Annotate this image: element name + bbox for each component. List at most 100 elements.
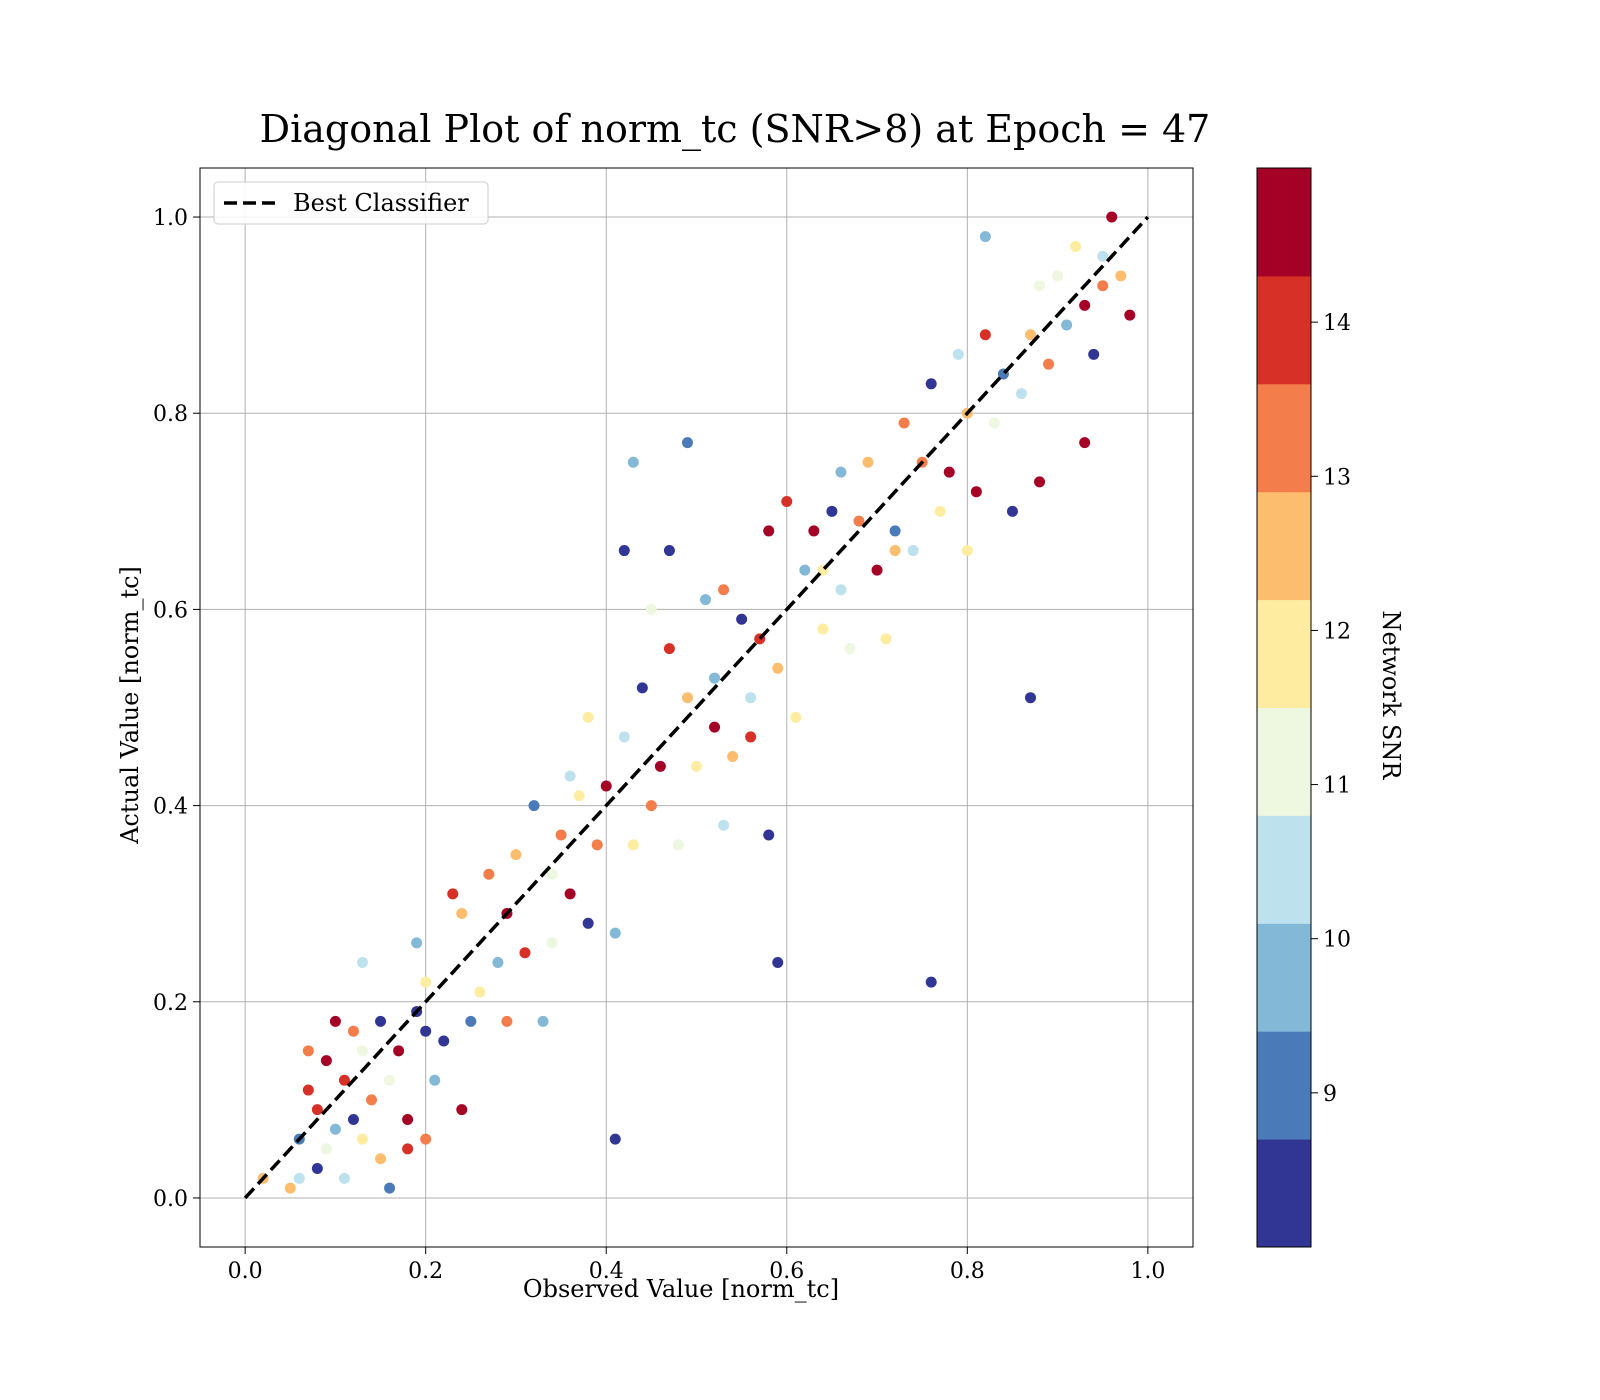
- scatter-point: [627, 839, 639, 851]
- scatter-point: [727, 751, 739, 763]
- scatter-point: [709, 672, 721, 684]
- best-classifier-line: [243, 215, 1150, 1200]
- y-tick-label: 0.6: [153, 598, 188, 623]
- scatter-point: [772, 957, 784, 969]
- scatter-point: [338, 1074, 350, 1086]
- scatter-point: [781, 496, 793, 508]
- scatter-point: [1052, 270, 1064, 282]
- colorbar-segment: [1257, 923, 1311, 1032]
- scatter-point: [564, 888, 576, 900]
- scatter-point: [681, 692, 693, 704]
- scatter-point: [320, 1055, 332, 1067]
- scatter-point: [402, 1113, 414, 1125]
- legend-label: Best Classifier: [293, 189, 469, 217]
- scatter-point: [988, 417, 1000, 429]
- y-tick-label: 0.0: [153, 1187, 188, 1212]
- scatter-point: [465, 1015, 477, 1027]
- scatter-point: [600, 780, 612, 792]
- scatter-point: [510, 849, 522, 861]
- scatter-point: [1079, 299, 1091, 311]
- scatter-point: [1061, 319, 1073, 331]
- scatter-point: [591, 839, 603, 851]
- scatter-point: [1115, 270, 1127, 282]
- scatter-point: [763, 829, 775, 841]
- colorbar-tick-label: 10: [1323, 928, 1351, 953]
- scatter-point: [573, 790, 585, 802]
- scatter-point: [790, 711, 802, 723]
- scatter-point: [889, 545, 901, 557]
- scatter-point: [1025, 692, 1037, 704]
- scatter-point: [681, 437, 693, 449]
- scatter-point: [320, 1143, 332, 1155]
- colorbar-segment: [1257, 815, 1311, 924]
- scatter-point: [763, 525, 775, 537]
- scatter-point: [961, 545, 973, 557]
- scatter-point: [375, 1015, 387, 1027]
- colorbar-label: Network SNR: [1377, 611, 1405, 781]
- scatter-point: [311, 1104, 323, 1116]
- scatter-point: [925, 378, 937, 390]
- scatter-point: [709, 721, 721, 733]
- x-tick-label: 0.8: [950, 1259, 985, 1284]
- colorbar-segment: [1257, 491, 1311, 601]
- scatter-point: [519, 947, 531, 959]
- scatter-point: [979, 329, 991, 341]
- scatter-point: [356, 1133, 368, 1145]
- scatter-point: [456, 1104, 468, 1116]
- scatter-point: [663, 643, 675, 655]
- scatter-point: [1034, 476, 1046, 488]
- y-tick-label: 1.0: [153, 206, 188, 231]
- scatter-point: [384, 1074, 396, 1086]
- scatter-point: [492, 957, 504, 969]
- colorbar-segment: [1257, 1139, 1311, 1248]
- scatter-point: [293, 1172, 305, 1184]
- chart-title: Diagonal Plot of norm_tc (SNR>8) at Epoc…: [260, 107, 1211, 152]
- scatter-point: [1106, 211, 1118, 223]
- scatter-point: [347, 1025, 359, 1037]
- colorbar-segment: [1257, 707, 1311, 816]
- legend: Best Classifier: [213, 181, 489, 225]
- scatter-point: [429, 1074, 441, 1086]
- scatter-point: [808, 525, 820, 537]
- scatter-point: [817, 623, 829, 635]
- scatter-point: [745, 692, 757, 704]
- scatter-point: [943, 466, 955, 478]
- scatter-point: [366, 1094, 378, 1106]
- x-axis-label: Observed Value [norm_tc]: [523, 1275, 839, 1303]
- colorbar-tick-label: 13: [1323, 465, 1351, 490]
- scatter-point: [835, 584, 847, 596]
- scatter-point: [1097, 250, 1109, 262]
- colorbar-tick-label: 11: [1323, 774, 1351, 799]
- scatter-point: [889, 525, 901, 537]
- scatter-point: [356, 957, 368, 969]
- scatter-point: [456, 907, 468, 919]
- scatter-point: [402, 1143, 414, 1155]
- scatter-point: [835, 466, 847, 478]
- y-tick-label: 0.2: [153, 991, 188, 1016]
- scatter-point: [302, 1045, 314, 1057]
- scatter-point: [934, 505, 946, 517]
- scatter-point: [329, 1123, 341, 1135]
- scatter-point: [772, 662, 784, 674]
- scatter-point: [925, 976, 937, 988]
- scatter-point: [311, 1163, 323, 1175]
- scatter-point: [654, 760, 666, 772]
- scatter-point: [718, 584, 730, 596]
- scatter-point: [645, 603, 657, 615]
- scatter-point: [564, 770, 576, 782]
- scatter-point: [907, 545, 919, 557]
- scatter-point: [447, 888, 459, 900]
- scatter-point: [1025, 329, 1037, 341]
- scatter-point: [844, 643, 856, 655]
- scatter-point: [537, 1015, 549, 1027]
- scatter-point: [1034, 280, 1046, 292]
- scatter-point: [393, 1045, 405, 1057]
- scatter-point: [880, 633, 892, 645]
- scatter-point: [826, 505, 838, 517]
- scatter-point: [700, 594, 712, 606]
- scatter-point: [347, 1113, 359, 1125]
- scatter-point: [582, 917, 594, 929]
- scatter-point: [853, 515, 865, 527]
- scatter-point: [1124, 309, 1136, 321]
- scatter-point: [898, 417, 910, 429]
